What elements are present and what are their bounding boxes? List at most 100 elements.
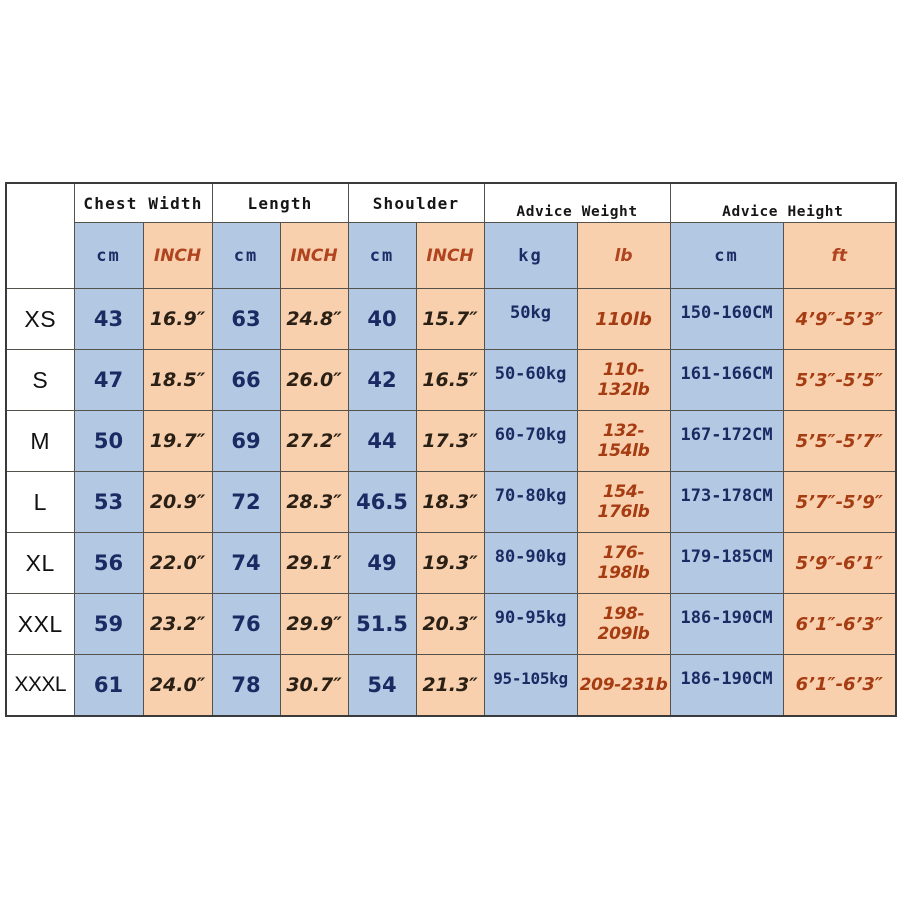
cell-height-ft: 5’5″-5’7″ <box>782 410 897 472</box>
unit-shoulder-inch: INCH <box>415 222 485 289</box>
cell-length-inch: 29.9″ <box>279 593 349 655</box>
cell-weight-lb: 110lb <box>576 288 671 350</box>
cell-chest-inch: 19.7″ <box>142 410 213 472</box>
table-row: L 53 20.9″ 72 28.3″ 46.5 18.3″ 70-80kg 1… <box>5 471 897 533</box>
unit-height-cm: cm <box>669 222 784 289</box>
cell-chest-inch: 24.0″ <box>142 654 213 716</box>
cell-weight-lb: 209-231b <box>576 654 671 716</box>
group-header-advice-weight: Advice Weight <box>483 182 671 223</box>
cell-length-inch: 27.2″ <box>279 410 349 472</box>
cell-chest-cm: 56 <box>73 532 144 594</box>
table-head: Chest Width Length Shoulder Advice Weigh… <box>5 182 897 289</box>
cell-weight-kg: 50-60kg <box>483 349 578 411</box>
cell-weight-lb: 198-209lb <box>576 593 671 655</box>
cell-length-inch: 30.7″ <box>279 654 349 716</box>
table-body: XS 43 16.9″ 63 24.8″ 40 15.7″ 50kg 110lb… <box>5 288 897 716</box>
cell-height-cm: 167-172CM <box>669 410 784 472</box>
cell-height-cm: 161-166CM <box>669 349 784 411</box>
size-chart-container: Chest Width Length Shoulder Advice Weigh… <box>5 182 898 717</box>
cell-weight-lb: 110-132lb <box>576 349 671 411</box>
cell-length-inch: 28.3″ <box>279 471 349 533</box>
cell-chest-cm: 43 <box>73 288 144 350</box>
cell-shoulder-cm: 49 <box>347 532 417 594</box>
unit-length-cm: cm <box>211 222 281 289</box>
group-header-chest-width: Chest Width <box>73 182 213 223</box>
corner-blank <box>5 182 75 289</box>
cell-chest-cm: 61 <box>73 654 144 716</box>
cell-weight-kg: 90-95kg <box>483 593 578 655</box>
cell-length-cm: 69 <box>211 410 281 472</box>
cell-shoulder-inch: 15.7″ <box>415 288 485 350</box>
cell-length-cm: 66 <box>211 349 281 411</box>
cell-weight-lb: 132-154lb <box>576 410 671 472</box>
cell-height-cm: 150-160CM <box>669 288 784 350</box>
size-label: M <box>5 410 75 472</box>
group-header-row: Chest Width Length Shoulder Advice Weigh… <box>5 182 897 289</box>
cell-length-cm: 78 <box>211 654 281 716</box>
size-label: XL <box>5 532 75 594</box>
unit-chest-cm: cm <box>73 222 144 289</box>
cell-chest-inch: 22.0″ <box>142 532 213 594</box>
cell-chest-cm: 50 <box>73 410 144 472</box>
cell-chest-inch: 23.2″ <box>142 593 213 655</box>
table-row: M 50 19.7″ 69 27.2″ 44 17.3″ 60-70kg 132… <box>5 410 897 472</box>
cell-height-cm: 173-178CM <box>669 471 784 533</box>
size-label: XS <box>5 288 75 350</box>
size-label: L <box>5 471 75 533</box>
cell-shoulder-inch: 19.3″ <box>415 532 485 594</box>
cell-length-inch: 24.8″ <box>279 288 349 350</box>
cell-shoulder-cm: 42 <box>347 349 417 411</box>
unit-length-inch: INCH <box>279 222 349 289</box>
table-row: XL 56 22.0″ 74 29.1″ 49 19.3″ 80-90kg 17… <box>5 532 897 594</box>
cell-shoulder-cm: 54 <box>347 654 417 716</box>
cell-length-inch: 29.1″ <box>279 532 349 594</box>
cell-height-cm: 186-190CM <box>669 593 784 655</box>
group-header-length: Length <box>211 182 349 223</box>
cell-height-ft: 4’9″-5’3″ <box>782 288 897 350</box>
cell-length-cm: 74 <box>211 532 281 594</box>
cell-shoulder-inch: 18.3″ <box>415 471 485 533</box>
unit-weight-kg: kg <box>483 222 578 289</box>
unit-chest-inch: INCH <box>142 222 213 289</box>
cell-height-ft: 6’1″-6’3″ <box>782 654 897 716</box>
table-row: XXXL 61 24.0″ 78 30.7″ 54 21.3″ 95-105kg… <box>5 654 897 716</box>
unit-height-ft: ft <box>782 222 897 289</box>
unit-header-row: cm INCH cm INCH cm INCH kg lb cm ft <box>6 222 897 289</box>
cell-weight-kg: 80-90kg <box>483 532 578 594</box>
cell-weight-lb: 154-176lb <box>576 471 671 533</box>
cell-chest-cm: 59 <box>73 593 144 655</box>
cell-shoulder-inch: 21.3″ <box>415 654 485 716</box>
cell-weight-lb: 176-198lb <box>576 532 671 594</box>
table-row: XS 43 16.9″ 63 24.8″ 40 15.7″ 50kg 110lb… <box>5 288 897 350</box>
cell-shoulder-cm: 46.5 <box>347 471 417 533</box>
cell-shoulder-inch: 16.5″ <box>415 349 485 411</box>
cell-weight-kg: 95-105kg <box>483 654 578 716</box>
size-label: S <box>5 349 75 411</box>
cell-height-ft: 6’1″-6’3″ <box>782 593 897 655</box>
cell-weight-kg: 50kg <box>483 288 578 350</box>
group-header-shoulder: Shoulder <box>347 182 485 223</box>
table-row: S 47 18.5″ 66 26.0″ 42 16.5″ 50-60kg 110… <box>5 349 897 411</box>
size-label: XXXL <box>5 654 75 716</box>
cell-height-cm: 186-190CM <box>669 654 784 716</box>
cell-length-inch: 26.0″ <box>279 349 349 411</box>
cell-chest-cm: 53 <box>73 471 144 533</box>
cell-weight-kg: 70-80kg <box>483 471 578 533</box>
cell-chest-inch: 18.5″ <box>142 349 213 411</box>
size-chart-table: Chest Width Length Shoulder Advice Weigh… <box>5 182 898 717</box>
cell-height-cm: 179-185CM <box>669 532 784 594</box>
cell-length-cm: 63 <box>211 288 281 350</box>
table-row: XXL 59 23.2″ 76 29.9″ 51.5 20.3″ 90-95kg… <box>5 593 897 655</box>
cell-shoulder-cm: 51.5 <box>347 593 417 655</box>
cell-height-ft: 5’9″-6’1″ <box>782 532 897 594</box>
cell-chest-cm: 47 <box>73 349 144 411</box>
cell-length-cm: 76 <box>211 593 281 655</box>
size-label: XXL <box>5 593 75 655</box>
cell-shoulder-inch: 20.3″ <box>415 593 485 655</box>
cell-length-cm: 72 <box>211 471 281 533</box>
unit-shoulder-cm: cm <box>347 222 417 289</box>
cell-height-ft: 5’7″-5’9″ <box>782 471 897 533</box>
cell-chest-inch: 20.9″ <box>142 471 213 533</box>
cell-shoulder-inch: 17.3″ <box>415 410 485 472</box>
cell-shoulder-cm: 44 <box>347 410 417 472</box>
